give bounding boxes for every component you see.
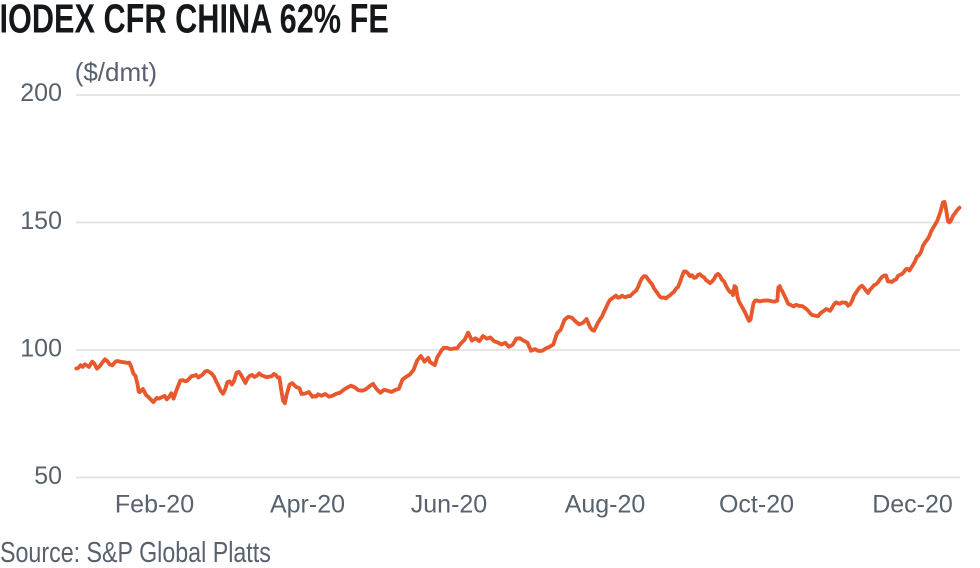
svg-text:150: 150	[20, 207, 62, 235]
svg-text:Jun-20: Jun-20	[411, 491, 487, 519]
svg-text:Source: S&P Global Platts: Source: S&P Global Platts	[0, 536, 271, 568]
svg-text:Apr-20: Apr-20	[270, 491, 345, 519]
svg-text:Dec-20: Dec-20	[872, 491, 953, 519]
svg-text:100: 100	[20, 335, 62, 363]
svg-text:Feb-20: Feb-20	[115, 491, 194, 519]
svg-text:($/dmt): ($/dmt)	[75, 57, 157, 87]
svg-text:Oct-20: Oct-20	[719, 491, 794, 519]
svg-text:IODEX CFR CHINA 62% FE: IODEX CFR CHINA 62% FE	[0, 0, 389, 42]
svg-text:50: 50	[34, 462, 62, 490]
svg-text:200: 200	[20, 79, 62, 107]
svg-text:Aug-20: Aug-20	[565, 491, 646, 519]
